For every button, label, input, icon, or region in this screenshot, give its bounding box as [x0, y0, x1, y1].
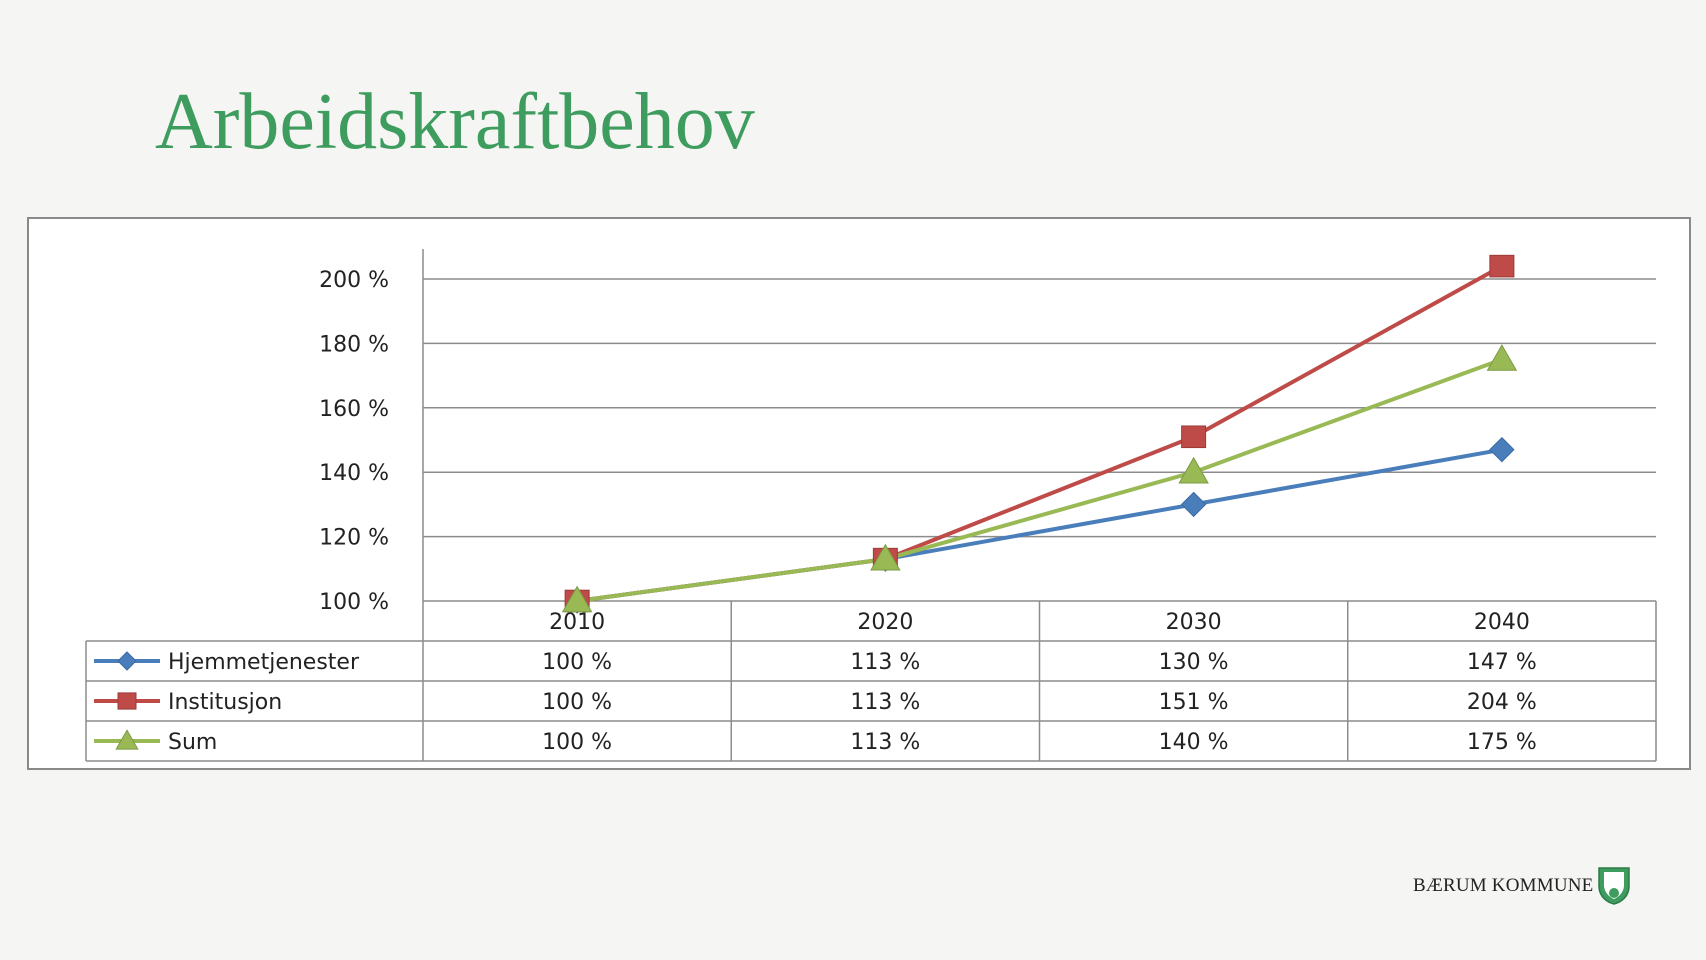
y-tick-label: 180 %: [319, 332, 389, 357]
data-point: [870, 543, 901, 571]
slide-title: Arbeidskraftbehov: [155, 78, 755, 166]
table-value-cell: 113 %: [850, 690, 920, 715]
y-tick-label: 200 %: [319, 268, 389, 293]
data-point: [1489, 254, 1515, 278]
series-lines: [576, 264, 1503, 603]
legend-key-marker: [117, 651, 137, 671]
data-point: [561, 585, 593, 613]
legend-key-marker: [117, 692, 137, 710]
table-value-cell: 130 %: [1159, 650, 1229, 675]
series-markers: [561, 254, 1518, 614]
x-category-label: 2020: [857, 610, 913, 635]
y-tick-label: 140 %: [319, 461, 389, 486]
y-tick-label: 160 %: [319, 397, 389, 422]
data-table: 2010 2020 2030 2040 Hjemmetjenester 100 % 113 …: [85, 600, 1657, 762]
x-category-label: 2040: [1474, 610, 1530, 635]
y-axis-tick-labels: 100 % 120 % 140 % 160 % 180 % 200 %: [319, 268, 389, 615]
legend-series-name: Sum: [168, 730, 217, 755]
table-value-cell: 175 %: [1467, 730, 1537, 755]
y-tick-label: 120 %: [319, 526, 389, 551]
baerum-crest-icon: [1598, 867, 1631, 905]
table-value-cell: 147 %: [1467, 650, 1537, 675]
gridlines: [422, 249, 1656, 601]
series-line: [576, 264, 1503, 603]
table-value-cell: 204 %: [1467, 690, 1537, 715]
legend-key-marker: [115, 729, 139, 750]
legend-series-name: Hjemmetjenester: [168, 650, 360, 675]
data-point: [1489, 436, 1515, 463]
chart-frame: 100 % 120 % 140 % 160 % 180 % 200 % 2010 2020 2…: [27, 217, 1691, 770]
table-value-cell: 100 %: [542, 650, 612, 675]
legend-series-name: Institusjon: [168, 690, 282, 715]
y-tick-label: 100 %: [319, 590, 389, 615]
data-point: [1178, 456, 1209, 484]
table-value-cell: 140 %: [1159, 730, 1229, 755]
table-value-cell: 113 %: [850, 730, 920, 755]
x-category-label: 2010: [549, 610, 605, 635]
data-point: [1486, 344, 1518, 371]
x-category-label: 2030: [1166, 610, 1222, 635]
table-value-cell: 113 %: [850, 650, 920, 675]
line-chart: 100 %120 %140 %160 %180 %200 % 2010 2020 2…: [85, 249, 1657, 762]
data-point: [1180, 491, 1207, 518]
data-point: [1181, 425, 1207, 449]
table-value-cell: 100 %: [542, 730, 612, 755]
table-value-cell: 100 %: [542, 690, 612, 715]
footer-logo: BÆRUM KOMMUNE: [1413, 866, 1631, 906]
table-value-cell: 151 %: [1159, 690, 1229, 715]
series-line: [576, 357, 1503, 603]
organization-name: BÆRUM KOMMUNE: [1413, 875, 1594, 896]
